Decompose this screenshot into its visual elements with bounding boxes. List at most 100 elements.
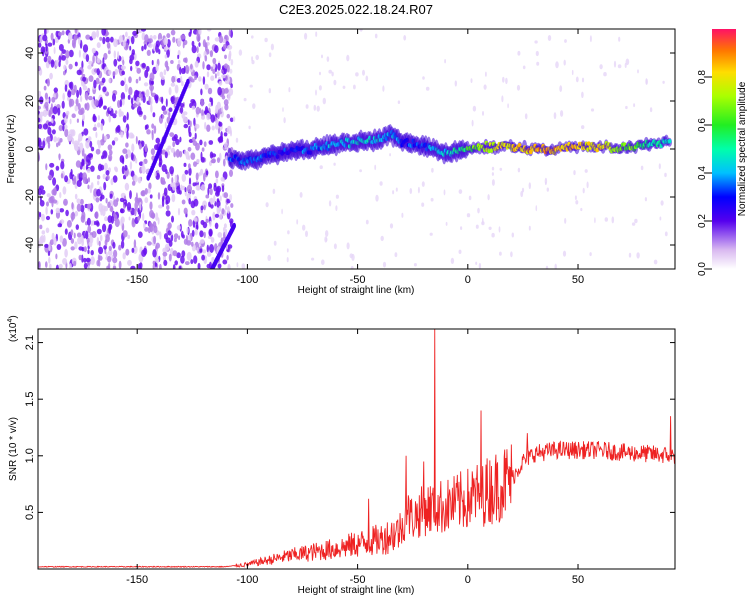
noise-mark — [177, 59, 181, 65]
noise-mark — [197, 185, 200, 191]
noise-mark — [47, 42, 53, 47]
noise-mark — [96, 29, 100, 38]
noise-mark — [181, 199, 186, 205]
noise-mark — [365, 219, 369, 225]
noise-mark — [50, 59, 55, 68]
noise-mark — [104, 239, 108, 247]
noise-mark — [248, 125, 251, 130]
noise-mark — [355, 72, 359, 77]
noise-mark — [188, 177, 192, 185]
noise-mark — [191, 229, 195, 237]
noise-mark — [88, 241, 93, 248]
noise-mark — [92, 115, 97, 123]
noise-mark — [120, 80, 125, 87]
noise-mark — [228, 53, 232, 62]
noise-mark — [49, 162, 55, 168]
noise-mark — [150, 148, 155, 156]
noise-mark — [173, 237, 177, 243]
noise-mark — [201, 249, 207, 254]
noise-mark — [326, 56, 330, 62]
noise-mark — [498, 226, 501, 233]
noise-mark — [64, 248, 68, 258]
noise-mark — [75, 160, 81, 168]
noise-mark — [214, 222, 219, 229]
noise-mark — [71, 202, 74, 210]
noise-mark — [359, 29, 363, 32]
noise-mark — [130, 35, 135, 45]
noise-mark — [131, 247, 135, 253]
noise-mark — [91, 31, 97, 40]
noise-mark — [146, 49, 151, 57]
noise-mark — [110, 215, 114, 224]
noise-mark — [107, 50, 111, 55]
noise-mark — [99, 36, 103, 41]
noise-mark — [201, 147, 205, 152]
noise-mark — [44, 243, 49, 248]
noise-mark — [190, 63, 193, 70]
noise-mark — [87, 249, 90, 255]
noise-mark — [86, 203, 92, 210]
noise-mark — [346, 54, 350, 62]
noise-mark — [226, 206, 230, 214]
noise-mark — [205, 170, 209, 176]
noise-mark — [229, 169, 233, 177]
noise-mark — [154, 144, 159, 151]
noise-mark — [458, 189, 463, 195]
noise-mark — [97, 140, 101, 149]
noise-mark — [272, 188, 276, 194]
noise-mark — [106, 42, 111, 49]
noise-mark — [409, 188, 413, 194]
noise-mark — [55, 264, 59, 269]
noise-mark — [217, 263, 222, 269]
noise-mark — [562, 250, 567, 257]
noise-mark — [70, 229, 74, 236]
noise-mark — [215, 119, 219, 125]
noise-mark — [74, 61, 78, 67]
noise-mark — [97, 180, 100, 186]
noise-mark — [299, 192, 303, 198]
colorbar: 0.0 0.2 0.4 0.6 0.8 Normalized spectral ampl… — [697, 29, 748, 276]
noise-mark — [124, 127, 128, 134]
noise-mark — [282, 107, 284, 112]
noise-mark — [162, 255, 166, 262]
noise-mark — [71, 39, 75, 48]
noise-mark — [190, 99, 196, 104]
noise-mark — [319, 165, 323, 170]
noise-mark — [236, 262, 239, 268]
spectrogram-x-ticks: -150 -100 -50 0 50 — [126, 29, 584, 286]
noise-mark — [170, 147, 176, 153]
noise-mark — [95, 148, 101, 155]
noise-mark — [227, 263, 231, 269]
noise-mark — [528, 225, 531, 231]
noise-mark — [68, 82, 72, 89]
y-tick-label: 20 — [24, 95, 36, 107]
noise-mark — [59, 208, 65, 213]
noise-mark — [516, 84, 521, 91]
noise-mark — [202, 39, 206, 48]
noise-mark — [507, 103, 509, 109]
noise-mark — [39, 35, 43, 43]
noise-mark — [333, 162, 336, 166]
noise-mark — [118, 244, 122, 251]
noise-mark — [454, 80, 457, 87]
noise-mark — [97, 122, 101, 128]
noise-mark — [45, 61, 50, 69]
noise-mark — [73, 84, 77, 93]
x-tick-label: -50 — [350, 274, 366, 286]
noise-mark — [144, 188, 148, 195]
noise-mark — [573, 170, 576, 176]
y-tick-label: 40 — [24, 47, 36, 59]
noise-mark — [214, 37, 220, 42]
noise-mark — [82, 172, 87, 181]
noise-mark — [52, 38, 56, 46]
noise-mark — [103, 135, 108, 141]
noise-mark — [57, 107, 61, 116]
noise-mark — [45, 43, 48, 52]
noise-mark — [375, 194, 379, 202]
colorbar-tick-label: 0.8 — [697, 70, 708, 84]
noise-mark — [122, 230, 128, 238]
noise-mark — [80, 95, 83, 103]
noise-mark — [85, 34, 91, 40]
noise-mark — [154, 94, 159, 101]
noise-mark — [86, 217, 91, 226]
